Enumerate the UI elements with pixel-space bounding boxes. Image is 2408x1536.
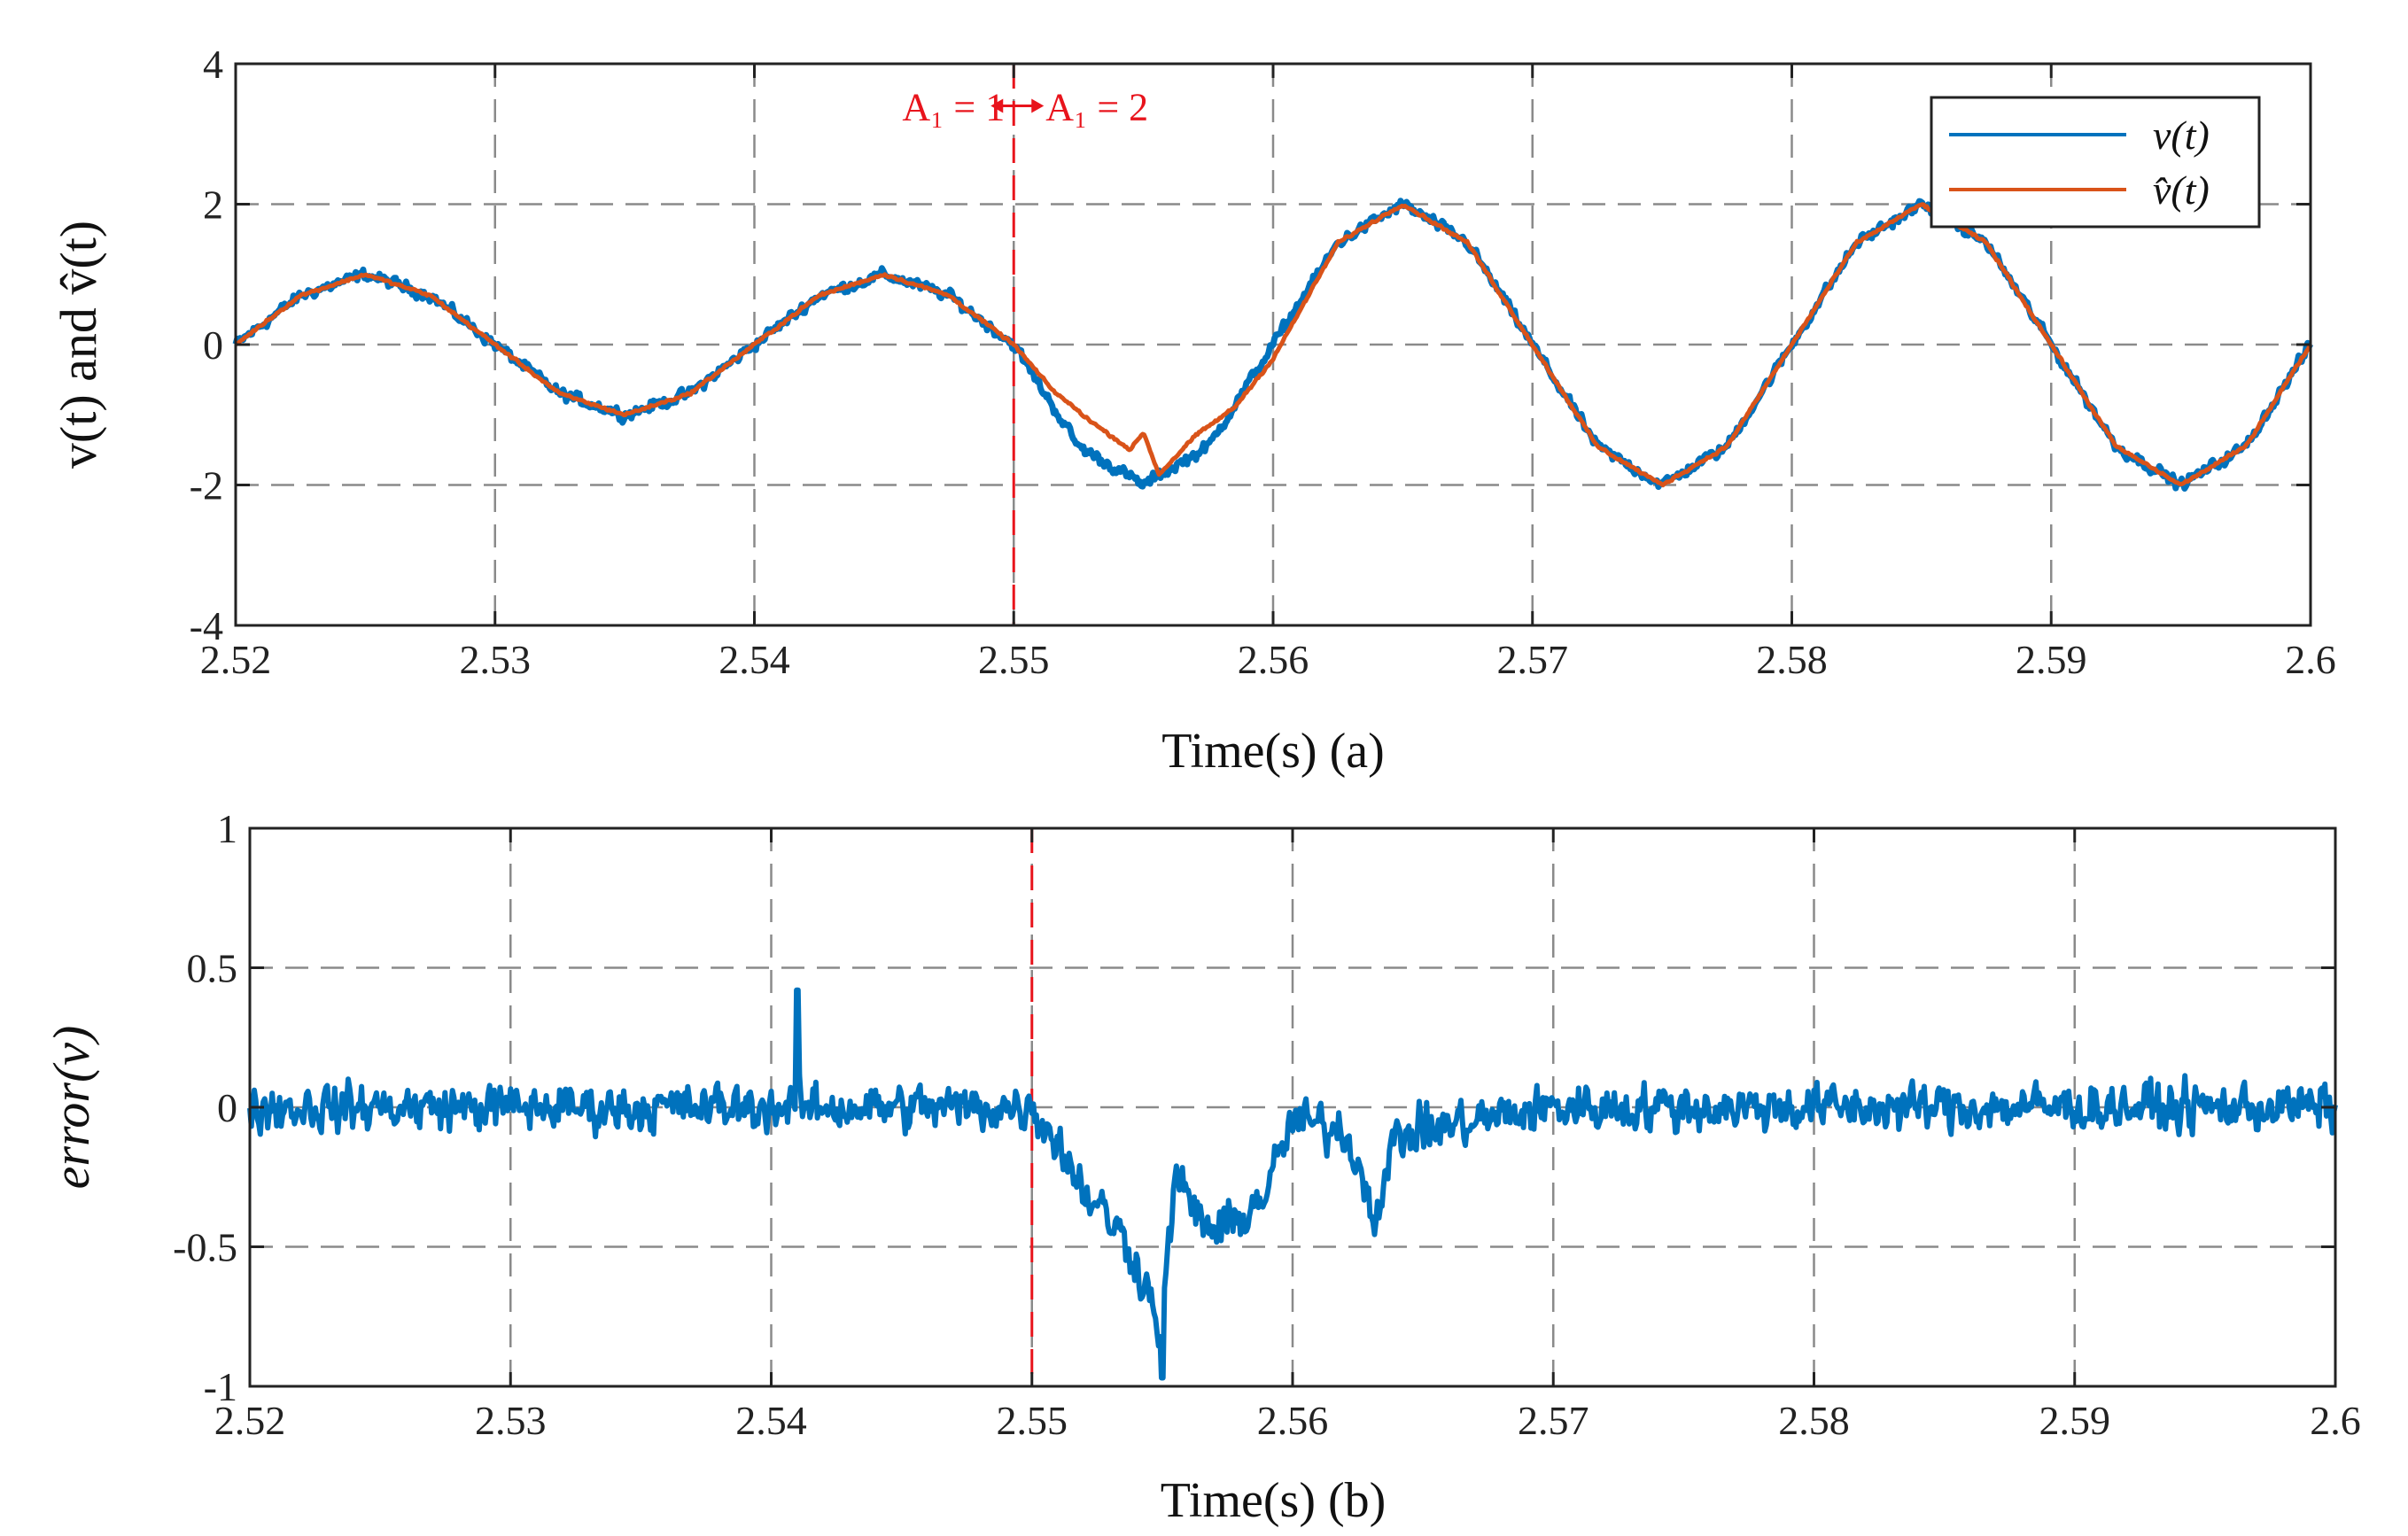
panel-b-x-tick-label: 2.6 — [2310, 1398, 2361, 1443]
panel-a-y-tick-label: 2 — [203, 182, 223, 228]
panel-b-y-tick-label: 1 — [217, 806, 237, 851]
panel-a-x-tick-label: 2.6 — [2285, 637, 2336, 682]
legend: v(t) v̂(t) — [1930, 96, 2261, 229]
panel-b-y-axis-label: error(v) — [43, 1026, 100, 1190]
panel-a-x-tick-label: 2.59 — [2016, 637, 2087, 682]
panel-a-x-axis-label: Time(s) (a) — [1161, 724, 1384, 779]
panel-b-x-tick-label: 2.56 — [1257, 1398, 1329, 1443]
arrow-head-right — [1031, 98, 1045, 113]
panel-a-x-tick-label: 2.57 — [1497, 637, 1569, 682]
panel-b-x-tick-label: 2.59 — [2039, 1398, 2111, 1443]
panel-b-x-tick-label: 2.55 — [997, 1398, 1068, 1443]
panel-a-x-tick-label: 2.54 — [719, 637, 790, 682]
series-line-error — [247, 987, 2338, 1381]
panel-a-y-tick-label: -4 — [190, 603, 223, 648]
annotation-right-text: A₁ = 2 — [1045, 86, 1148, 129]
panel-b-x-axis-label: Time(s) (b) — [1161, 1473, 1387, 1528]
annotation-left-text: A₁ = 1 — [902, 86, 1005, 129]
panel-b-x-tick-label: 2.57 — [1518, 1398, 1589, 1443]
panel-b-x-tick-label: 2.52 — [214, 1398, 286, 1443]
panel-a-x-tick-label: 2.53 — [460, 637, 532, 682]
panel-a-x-tick-label: 2.56 — [1238, 637, 1309, 682]
panel-a-x-tick-label: 2.58 — [1756, 637, 1828, 682]
panel-a-y-tick-label: 0 — [203, 322, 223, 368]
panel-b-y-tick-label: -1 — [204, 1364, 237, 1409]
panel-b-x-tick-label: 2.53 — [475, 1398, 547, 1443]
panel-b-x-tick-label: 2.54 — [735, 1398, 807, 1443]
panel-a-x-tick-labels: 2.52 2.53 2.54 2.55 2.56 2.57 2.58 2.59 2.6 — [200, 637, 2336, 682]
legend-label-v-hat: v̂(t) — [2153, 167, 2210, 213]
legend-label-v: v(t) — [2153, 112, 2210, 158]
series-line-v — [232, 198, 2314, 492]
panel-a-y-axis-label: v(t) and v̂(t) — [50, 221, 107, 469]
panel-b-x-tick-label: 2.58 — [1778, 1398, 1850, 1443]
series-line-v-hat — [234, 202, 2313, 488]
panel-b-y-tick-label: -0.5 — [173, 1225, 237, 1270]
panel-a-x-tick-label: 2.55 — [978, 637, 1050, 682]
switch-annotation: A₁ = 1 A₁ = 2 — [902, 86, 1148, 129]
panel-a-y-tick-label: 4 — [203, 42, 223, 87]
panel-b-y-tick-label: 0.5 — [187, 946, 238, 991]
panel-a-y-tick-labels: -4 -2 0 2 4 — [190, 42, 223, 648]
panel-b: 2.52 2.53 2.54 2.55 2.56 2.57 2.58 2.59 2.6 -1 -0… — [43, 806, 2361, 1528]
arrow-head-left — [990, 98, 1004, 113]
panel-a: 2.52 2.53 2.54 2.55 2.56 2.57 2.58 2.59 2.6 -4 -2… — [50, 42, 2336, 779]
panel-b-x-tick-labels: 2.52 2.53 2.54 2.55 2.56 2.57 2.58 2.59 2.6 — [214, 1398, 2361, 1443]
double-arrow-icon — [990, 98, 1045, 113]
panel-a-tick-marks — [234, 62, 2312, 627]
panel-b-y-tick-label: 0 — [217, 1085, 237, 1130]
legend-box — [1930, 96, 2261, 229]
panel-b-y-tick-labels: -1 -0.5 0 0.5 1 — [173, 806, 237, 1409]
panel-b-tick-marks — [248, 826, 2337, 1388]
panel-a-x-tick-label: 2.52 — [200, 637, 272, 682]
panel-a-y-tick-label: -2 — [190, 463, 223, 508]
